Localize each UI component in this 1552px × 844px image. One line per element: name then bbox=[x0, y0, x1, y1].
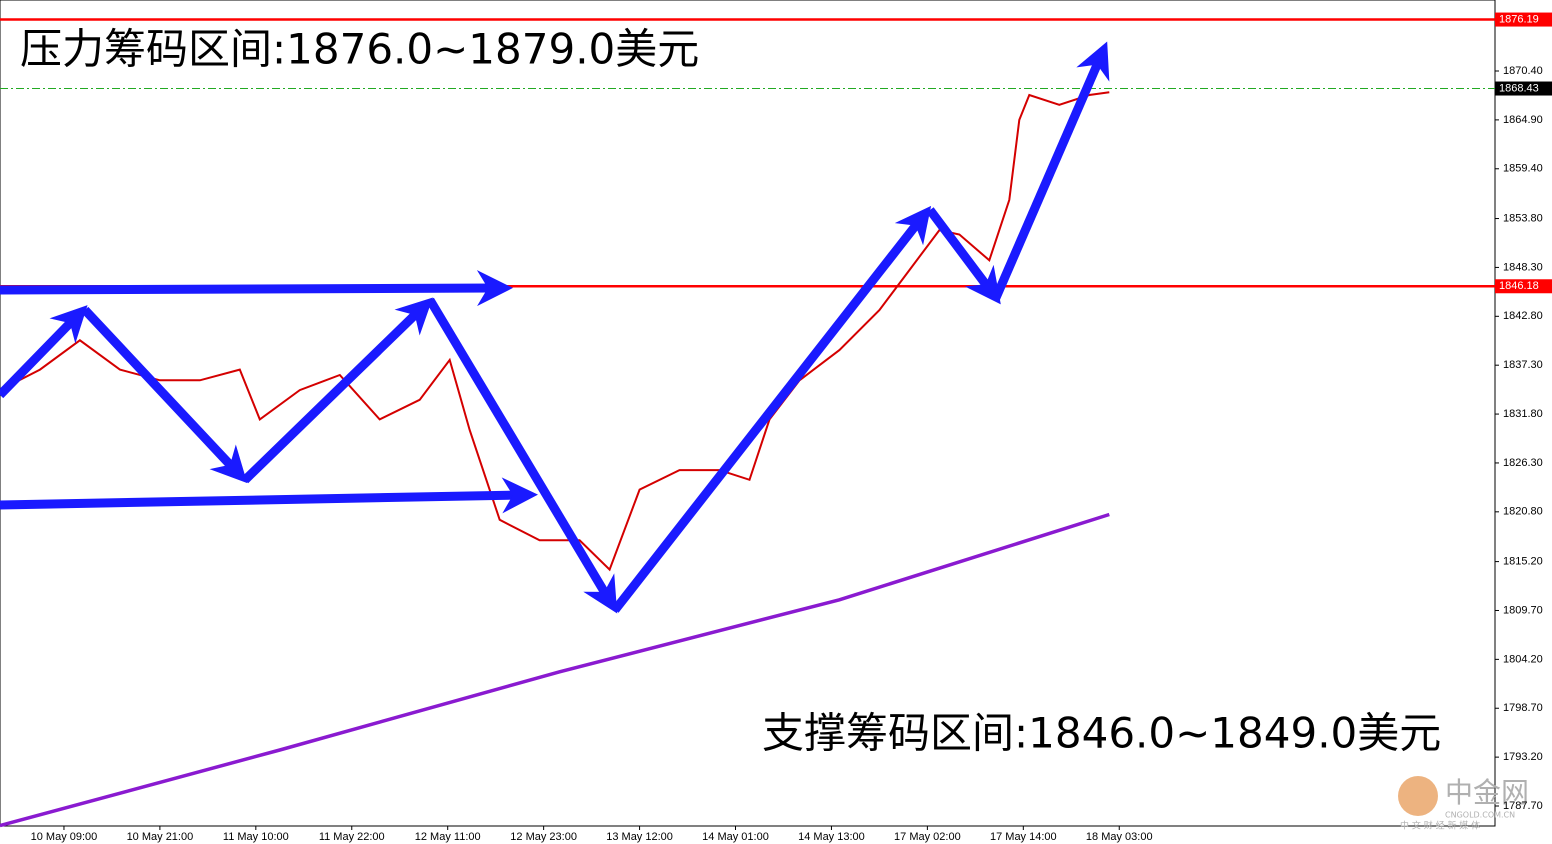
trend-arrows bbox=[0, 41, 1110, 614]
x-tick-label: 17 May 02:00 bbox=[894, 831, 961, 843]
x-tick-label: 11 May 10:00 bbox=[223, 831, 289, 843]
y-tick-label: 1837.30 bbox=[1503, 359, 1543, 371]
y-tick-label: 1820.80 bbox=[1503, 506, 1543, 518]
x-tick-label: 10 May 09:00 bbox=[31, 831, 98, 843]
x-tick-label: 18 May 03:00 bbox=[1086, 831, 1153, 843]
y-tick-label: 1815.20 bbox=[1503, 556, 1543, 568]
y-tick-label: 1864.90 bbox=[1503, 114, 1543, 126]
plot-area bbox=[0, 0, 1496, 827]
y-tick-label: 1798.70 bbox=[1503, 702, 1543, 714]
y-tick-label: 1870.40 bbox=[1503, 65, 1543, 77]
watermark: CNGOLD.COM.CN bbox=[1445, 811, 1515, 820]
x-tick-label: 10 May 21:00 bbox=[127, 831, 194, 843]
price-level-label: 1846.18 bbox=[1499, 280, 1539, 292]
x-tick-label: 12 May 23:00 bbox=[510, 831, 577, 843]
y-tick-label: 1853.80 bbox=[1503, 212, 1543, 224]
watermark-logo bbox=[1398, 776, 1438, 816]
x-tick-label: 12 May 11:00 bbox=[415, 831, 481, 843]
y-tick-label: 1804.20 bbox=[1503, 653, 1543, 665]
x-tick-label: 11 May 22:00 bbox=[319, 831, 385, 843]
price-level-label: 1876.19 bbox=[1499, 13, 1539, 25]
y-tick-label: 1831.80 bbox=[1503, 408, 1543, 420]
y-tick-label: 1787.70 bbox=[1503, 800, 1543, 812]
y-tick-label: 1859.40 bbox=[1503, 163, 1543, 175]
watermark: 中 文 财 经 新 媒 体 bbox=[1400, 820, 1480, 832]
price-level-box bbox=[1495, 81, 1552, 96]
series-line bbox=[0, 91, 1110, 572]
y-tick-label: 1793.20 bbox=[1503, 751, 1543, 763]
annotation: 压力筹码区间:1876.0~1879.0美元 bbox=[20, 25, 699, 74]
series-line bbox=[0, 512, 1110, 828]
x-tick-label: 17 May 14:00 bbox=[990, 831, 1057, 843]
y-tick-label: 1848.30 bbox=[1503, 261, 1543, 273]
price-level-box bbox=[1495, 279, 1552, 294]
annotation: 支撑筹码区间:1846.0~1849.0美元 bbox=[762, 709, 1441, 758]
y-tick-label: 1826.30 bbox=[1503, 457, 1543, 469]
price-level-label: 1868.43 bbox=[1499, 82, 1539, 94]
y-tick-label: 1809.70 bbox=[1503, 604, 1543, 616]
x-tick-label: 13 May 12:00 bbox=[606, 831, 673, 843]
y-tick-label: 1842.80 bbox=[1503, 310, 1543, 322]
x-tick-label: 14 May 01:00 bbox=[702, 831, 769, 843]
price-level-box bbox=[1495, 12, 1552, 27]
x-tick-label: 14 May 13:00 bbox=[798, 831, 865, 843]
watermark: 中金网 bbox=[1445, 776, 1529, 809]
